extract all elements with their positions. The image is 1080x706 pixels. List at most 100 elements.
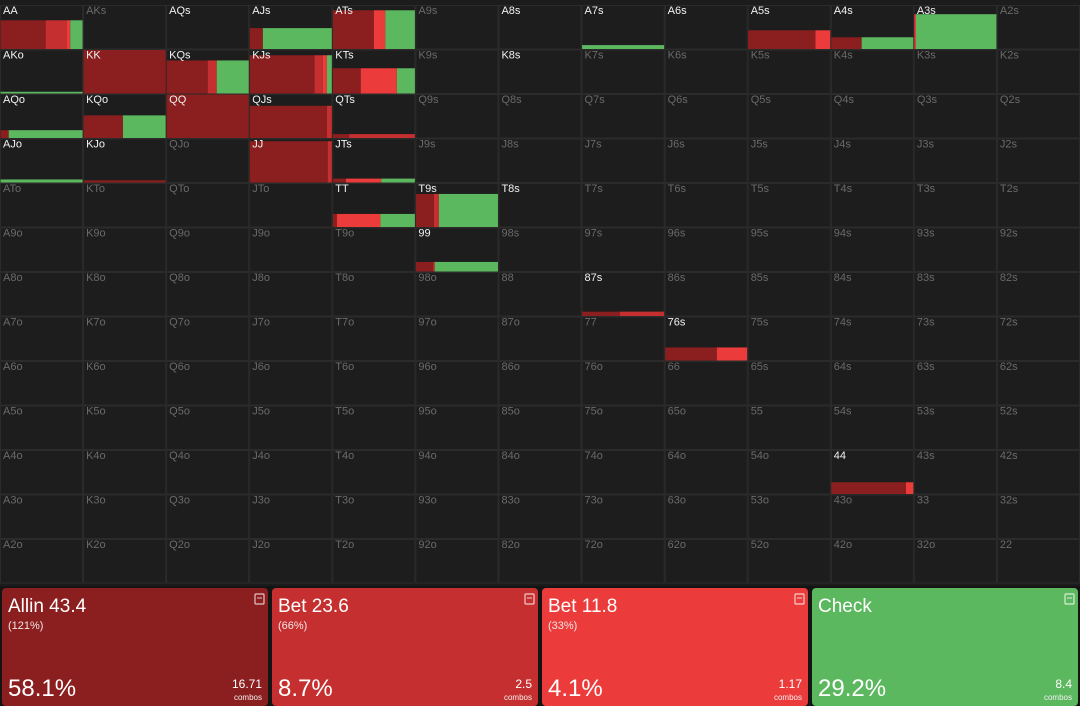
hand-cell[interactable]: [498, 494, 582, 539]
hand-cell[interactable]: [249, 494, 333, 539]
hand-cell[interactable]: [498, 183, 582, 228]
hand-cell[interactable]: [0, 405, 84, 450]
hand-cell[interactable]: [996, 183, 1080, 228]
hand-cell[interactable]: [83, 450, 167, 495]
hand-cell[interactable]: [830, 49, 914, 94]
hand-cell[interactable]: [166, 316, 250, 361]
hand-cell[interactable]: [830, 539, 914, 584]
hand-cell[interactable]: [830, 183, 914, 228]
hand-cell[interactable]: [664, 5, 748, 50]
hand-cell[interactable]: [996, 450, 1080, 495]
hand-cell[interactable]: [664, 272, 748, 317]
hand-cell[interactable]: [415, 361, 499, 406]
hand-cell[interactable]: [83, 138, 167, 183]
hand-cell[interactable]: [581, 450, 665, 495]
hand-cell[interactable]: [83, 183, 167, 228]
hand-cell[interactable]: [0, 494, 84, 539]
hand-cell[interactable]: [166, 227, 250, 272]
hand-cell[interactable]: [747, 361, 831, 406]
hand-cell[interactable]: [581, 494, 665, 539]
hand-cell[interactable]: [996, 316, 1080, 361]
hand-cell[interactable]: [249, 450, 333, 495]
hand-cell[interactable]: [332, 94, 416, 139]
hand-cell[interactable]: [747, 450, 831, 495]
hand-cell[interactable]: [581, 361, 665, 406]
hand-cell[interactable]: [249, 183, 333, 228]
hand-cell[interactable]: [166, 5, 250, 50]
hand-cell[interactable]: [415, 316, 499, 361]
hand-cell[interactable]: [913, 94, 997, 139]
hand-cell[interactable]: [830, 227, 914, 272]
hand-cell[interactable]: [0, 450, 84, 495]
hand-cell[interactable]: [830, 361, 914, 406]
hand-cell[interactable]: [498, 49, 582, 94]
hand-cell[interactable]: [498, 539, 582, 584]
hand-cell[interactable]: [581, 272, 665, 317]
hand-cell[interactable]: [498, 227, 582, 272]
hand-cell[interactable]: [249, 361, 333, 406]
hand-cell[interactable]: [830, 138, 914, 183]
hand-cell[interactable]: [747, 494, 831, 539]
hand-cell[interactable]: [664, 405, 748, 450]
hand-cell[interactable]: [913, 227, 997, 272]
hand-cell[interactable]: [913, 539, 997, 584]
hand-cell[interactable]: [415, 450, 499, 495]
hand-cell[interactable]: [996, 5, 1080, 50]
hand-cell[interactable]: [664, 227, 748, 272]
hand-cell[interactable]: [332, 405, 416, 450]
hand-cell[interactable]: [664, 450, 748, 495]
hand-cell[interactable]: [0, 183, 84, 228]
hand-cell[interactable]: [664, 494, 748, 539]
hand-cell[interactable]: [166, 272, 250, 317]
hand-cell[interactable]: [664, 539, 748, 584]
hand-cell[interactable]: [498, 5, 582, 50]
hand-cell[interactable]: [0, 227, 84, 272]
hand-cell[interactable]: [664, 138, 748, 183]
hand-cell[interactable]: [166, 450, 250, 495]
hand-cell[interactable]: [0, 138, 84, 183]
hand-cell[interactable]: [747, 272, 831, 317]
hand-cell[interactable]: [830, 494, 914, 539]
hand-cell[interactable]: [0, 272, 84, 317]
hand-cell[interactable]: [996, 272, 1080, 317]
hand-cell[interactable]: [249, 316, 333, 361]
hand-cell[interactable]: [830, 316, 914, 361]
hand-cell[interactable]: [581, 138, 665, 183]
hand-cell[interactable]: [0, 361, 84, 406]
hand-cell[interactable]: [913, 183, 997, 228]
hand-cell[interactable]: [83, 405, 167, 450]
hand-cell[interactable]: [332, 138, 416, 183]
hand-cell[interactable]: [332, 316, 416, 361]
hand-cell[interactable]: [747, 49, 831, 94]
hand-cell[interactable]: [415, 494, 499, 539]
action-card[interactable]: [812, 588, 1078, 706]
hand-cell[interactable]: [249, 539, 333, 584]
hand-cell[interactable]: [498, 138, 582, 183]
hand-cell[interactable]: [996, 405, 1080, 450]
hand-cell[interactable]: [913, 405, 997, 450]
hand-cell[interactable]: [83, 539, 167, 584]
hand-cell[interactable]: [747, 227, 831, 272]
hand-cell[interactable]: [747, 138, 831, 183]
hand-cell[interactable]: [0, 49, 84, 94]
hand-cell[interactable]: [581, 539, 665, 584]
hand-cell[interactable]: [830, 272, 914, 317]
hand-cell[interactable]: [166, 539, 250, 584]
hand-cell[interactable]: [830, 94, 914, 139]
hand-cell[interactable]: [664, 361, 748, 406]
hand-cell[interactable]: [747, 94, 831, 139]
hand-cell[interactable]: [747, 183, 831, 228]
hand-cell[interactable]: [166, 138, 250, 183]
hand-cell[interactable]: [249, 272, 333, 317]
hand-cell[interactable]: [498, 316, 582, 361]
hand-cell[interactable]: [581, 49, 665, 94]
hand-cell[interactable]: [664, 183, 748, 228]
hand-cell[interactable]: [581, 316, 665, 361]
hand-cell[interactable]: [581, 227, 665, 272]
hand-cell[interactable]: [498, 450, 582, 495]
hand-cell[interactable]: [913, 49, 997, 94]
hand-cell[interactable]: [747, 316, 831, 361]
hand-cell[interactable]: [166, 494, 250, 539]
hand-cell[interactable]: [166, 405, 250, 450]
hand-cell[interactable]: [581, 94, 665, 139]
